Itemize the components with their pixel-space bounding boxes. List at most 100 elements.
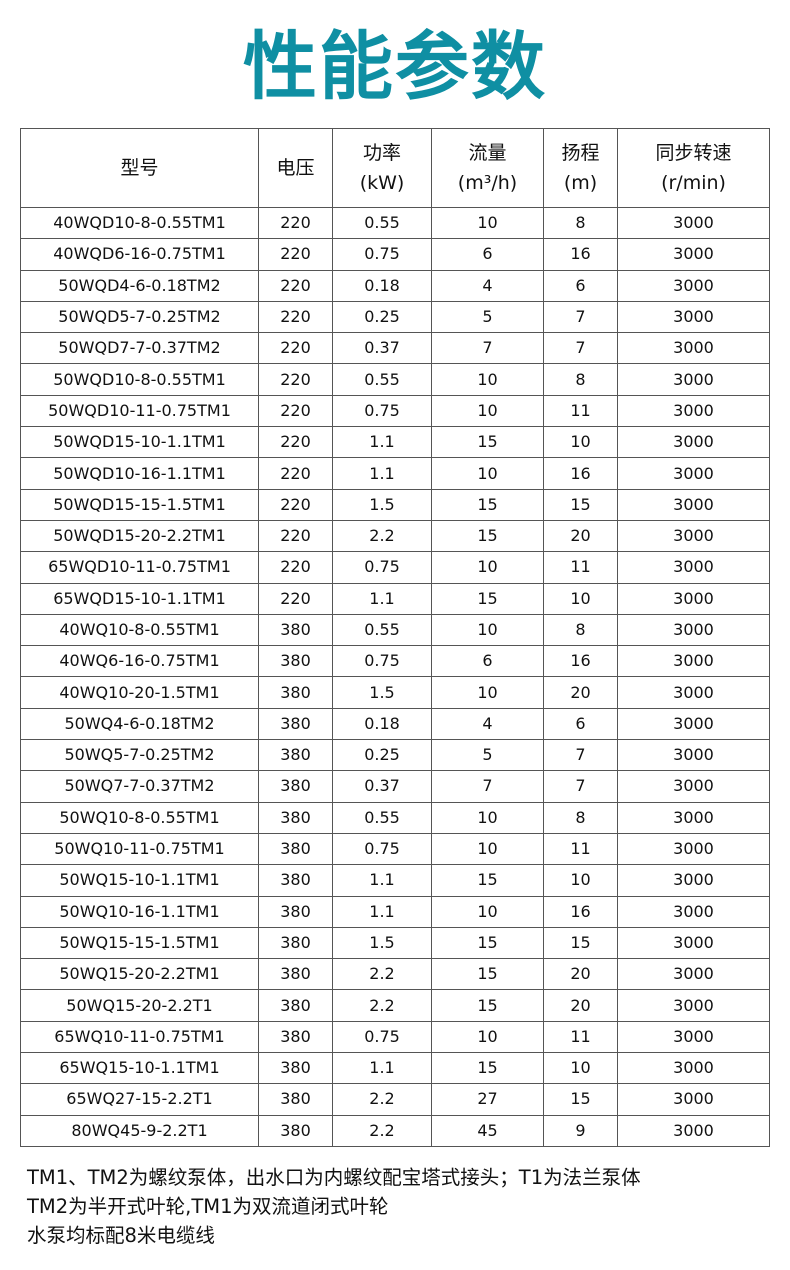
table-row: 40WQ10-20-1.5TM1 380 1.5 10 20 3000 <box>20 676 770 709</box>
table-cell: 50WQD7-7-0.37TM2 <box>20 332 259 365</box>
table-cell: 15 <box>543 488 618 521</box>
table-cell: 220 <box>258 363 333 396</box>
note-line: TM2为半开式叶轮,TM1为双流道闭式叶轮 <box>27 1195 389 1218</box>
header-unit: (m) <box>563 172 598 194</box>
table-row: 50WQ15-20-2.2TM1 380 2.2 15 20 3000 <box>20 958 770 991</box>
table-cell: 3000 <box>617 519 770 553</box>
table-row: 40WQD6-16-0.75TM1 220 0.75 6 16 3000 <box>20 238 770 271</box>
table-cell: 16 <box>543 457 618 490</box>
table-cell: 7 <box>431 332 544 365</box>
table-cell: 5 <box>431 739 544 772</box>
table-row: 50WQ7-7-0.37TM2 380 0.37 7 7 3000 <box>20 770 770 803</box>
table-cell: 10 <box>431 206 544 240</box>
table-cell: 0.18 <box>332 269 432 302</box>
table-row: 50WQD15-10-1.1TM1 220 1.1 15 10 3000 <box>20 426 770 459</box>
table-cell: 3000 <box>617 457 770 490</box>
table-cell: 50WQ7-7-0.37TM2 <box>20 770 259 803</box>
table-cell: 3000 <box>617 300 770 334</box>
header-unit: (m³/h) <box>457 172 518 194</box>
table-cell: 16 <box>543 645 618 678</box>
table-cell: 40WQ6-16-0.75TM1 <box>20 645 259 678</box>
table-cell: 15 <box>431 989 544 1022</box>
table-cell: 65WQ27-15-2.2T1 <box>20 1083 259 1116</box>
table-cell: 40WQD6-16-0.75TM1 <box>20 238 259 271</box>
table-row: 65WQD10-11-0.75TM1 220 0.75 10 11 3000 <box>20 551 770 584</box>
column-header: 型号 <box>20 128 259 208</box>
table-cell: 20 <box>543 989 618 1022</box>
table-cell: 50WQD10-16-1.1TM1 <box>20 457 259 490</box>
table-cell: 15 <box>431 1052 544 1085</box>
table-cell: 220 <box>258 426 333 459</box>
table-cell: 7 <box>431 770 544 803</box>
table-cell: 380 <box>258 613 333 647</box>
table-cell: 3000 <box>617 958 770 991</box>
table-cell: 10 <box>543 426 618 459</box>
table-cell: 220 <box>258 519 333 553</box>
table-cell: 40WQD10-8-0.55TM1 <box>20 206 259 240</box>
table-cell: 0.75 <box>332 551 432 584</box>
table-cell: 15 <box>543 1083 618 1116</box>
table-cell: 3000 <box>617 269 770 302</box>
header-label: 电压 <box>276 157 315 179</box>
table-cell: 3000 <box>617 770 770 803</box>
column-header: 扬程 (m) <box>543 128 618 208</box>
table-cell: 10 <box>431 832 544 866</box>
table-cell: 220 <box>258 488 333 521</box>
table-cell: 7 <box>543 739 618 772</box>
table-row: 50WQD4-6-0.18TM2 220 0.18 4 6 3000 <box>20 269 770 302</box>
table-cell: 1.1 <box>332 864 432 897</box>
table-cell: 50WQ15-20-2.2T1 <box>20 989 259 1022</box>
table-cell: 10 <box>431 1020 544 1054</box>
table-cell: 10 <box>543 864 618 897</box>
table-cell: 50WQ10-16-1.1TM1 <box>20 895 259 928</box>
table-cell: 3000 <box>617 676 770 709</box>
note-line: 水泵均标配8米电缆线 <box>27 1224 215 1247</box>
table-cell: 3000 <box>617 801 770 834</box>
table-cell: 8 <box>543 206 618 240</box>
table-cell: 3000 <box>617 739 770 772</box>
table-cell: 65WQ10-11-0.75TM1 <box>20 1020 259 1054</box>
table-cell: 380 <box>258 739 333 772</box>
table-cell: 0.75 <box>332 394 432 428</box>
table-cell: 20 <box>543 958 618 991</box>
table-cell: 45 <box>431 1114 544 1147</box>
table-row: 40WQD10-8-0.55TM1 220 0.55 10 8 3000 <box>20 206 770 240</box>
table-row: 65WQ10-11-0.75TM1 380 0.75 10 11 3000 <box>20 1020 770 1054</box>
table-cell: 0.75 <box>332 238 432 271</box>
table-cell: 0.37 <box>332 332 432 365</box>
table-cell: 380 <box>258 645 333 678</box>
column-header: 电压 <box>258 128 333 208</box>
table-cell: 50WQ4-6-0.18TM2 <box>20 707 259 741</box>
table-cell: 20 <box>543 519 618 553</box>
table-cell: 380 <box>258 958 333 991</box>
table-cell: 10 <box>431 613 544 647</box>
table-cell: 15 <box>431 958 544 991</box>
table-cell: 10 <box>431 895 544 928</box>
table-cell: 3000 <box>617 363 770 396</box>
table-cell: 50WQ10-8-0.55TM1 <box>20 801 259 834</box>
table-cell: 10 <box>431 363 544 396</box>
table-cell: 15 <box>543 926 618 960</box>
table-row: 50WQ15-15-1.5TM1 380 1.5 15 15 3000 <box>20 926 770 960</box>
table-cell: 5 <box>431 300 544 334</box>
table-cell: 3000 <box>617 1020 770 1054</box>
table-cell: 40WQ10-8-0.55TM1 <box>20 613 259 647</box>
header-label: 功率 <box>362 142 401 164</box>
table-cell: 3000 <box>617 926 770 960</box>
table-cell: 15 <box>431 488 544 521</box>
table-cell: 2.2 <box>332 1114 432 1147</box>
table-cell: 1.1 <box>332 426 432 459</box>
table-cell: 6 <box>543 269 618 302</box>
table-cell: 1.5 <box>332 926 432 960</box>
header-label: 同步转速 <box>655 142 732 164</box>
table-cell: 20 <box>543 676 618 709</box>
table-cell: 380 <box>258 832 333 866</box>
table-cell: 40WQ10-20-1.5TM1 <box>20 676 259 709</box>
table-cell: 3000 <box>617 864 770 897</box>
table-row: 50WQD10-16-1.1TM1 220 1.1 10 16 3000 <box>20 457 770 490</box>
table-cell: 11 <box>543 832 618 866</box>
table-cell: 3000 <box>617 1083 770 1116</box>
table-cell: 15 <box>431 582 544 615</box>
table-cell: 10 <box>431 676 544 709</box>
table-cell: 50WQD10-11-0.75TM1 <box>20 394 259 428</box>
